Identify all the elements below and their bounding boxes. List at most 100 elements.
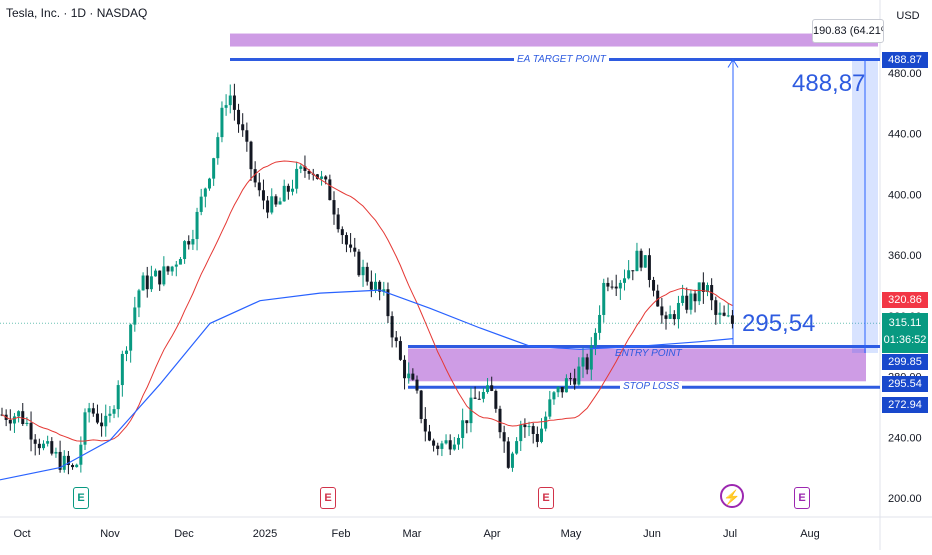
candle-body [315, 174, 319, 179]
candle-body [685, 295, 689, 310]
stop-line-label: STOP LOSS [620, 381, 683, 392]
candle-body [108, 413, 112, 416]
candle-body [390, 316, 394, 338]
candle-body [191, 239, 195, 245]
candle-body [332, 200, 336, 215]
entry-line-label: ENTRY POINT [615, 348, 682, 359]
earnings-event-apr[interactable]: E [538, 487, 554, 509]
candle-body [307, 170, 311, 174]
candle-body [465, 420, 469, 424]
y-tick-label: 360.00 [888, 250, 922, 262]
x-tick-label: Jul [723, 528, 737, 540]
candle-body [535, 433, 539, 442]
candle-body [125, 350, 128, 354]
x-tick-label: Jun [643, 528, 661, 540]
candle-body [577, 366, 581, 385]
candle-body [610, 286, 614, 288]
earnings-event-jan[interactable]: E [320, 487, 336, 509]
candle-body [203, 188, 207, 197]
candle-body [303, 166, 307, 171]
candle-body [100, 422, 104, 427]
candle-body [116, 385, 120, 410]
candle-body [232, 95, 236, 110]
candle-body [120, 353, 124, 386]
candle-body [166, 266, 170, 272]
candle-body [220, 107, 224, 138]
earnings-event-oct[interactable]: E [73, 487, 89, 509]
target-projection-arrowhead [727, 58, 739, 68]
y-tick-label: 400.00 [888, 189, 922, 201]
candle-body [726, 315, 730, 317]
candle-body [183, 241, 187, 260]
candle-body [249, 141, 253, 170]
candle-body [178, 259, 182, 265]
candle-body [374, 281, 377, 290]
candle-body [598, 314, 602, 333]
earnings-event-flash-icon[interactable]: ⚡ [720, 484, 744, 508]
x-tick-label: May [561, 528, 582, 540]
candle-body [145, 275, 149, 290]
candle-body [237, 109, 241, 125]
candle-body [50, 441, 54, 454]
candle-body [722, 312, 726, 316]
candle-body [216, 137, 220, 159]
candle-body [79, 444, 83, 465]
candle-body [706, 285, 709, 292]
candle-body [498, 408, 502, 433]
candle-body [133, 307, 137, 325]
candle-body [585, 357, 589, 370]
candle-body [66, 455, 70, 465]
ma-long-line [0, 289, 734, 481]
candle-body [403, 359, 407, 379]
candle-body [440, 443, 444, 449]
candle-body [452, 444, 456, 450]
candle-body [62, 455, 66, 470]
candle-body [564, 378, 568, 393]
candle-body [129, 324, 133, 351]
candle-body [270, 196, 274, 213]
entry-big-label: 295,54 [742, 310, 816, 337]
candle-body [21, 411, 25, 424]
x-tick-label: Dec [174, 528, 194, 540]
candle-body [427, 431, 431, 441]
candle-body [432, 440, 436, 446]
currency-label[interactable]: USD [896, 10, 920, 22]
candle-body [174, 264, 178, 267]
candle-body [29, 422, 33, 440]
entry-price-tag: 299.85 [882, 354, 928, 370]
candle-body [149, 276, 153, 290]
symbol-title[interactable]: Tesla, Inc. · 1D · NASDAQ [6, 6, 148, 20]
candle-body [581, 357, 585, 367]
y-tick-label: 240.00 [888, 432, 922, 444]
entry-zone-band [408, 348, 866, 382]
candle-body [320, 176, 324, 179]
candle-body [286, 185, 290, 192]
x-tick-label: 2025 [253, 528, 277, 540]
candle-body [556, 386, 560, 393]
bar-countdown: 01:36:52 [883, 334, 927, 346]
candle-body [423, 418, 427, 432]
candle-body [336, 214, 340, 230]
candle-body [158, 270, 162, 285]
candle-body [573, 378, 577, 385]
candle-body [623, 278, 626, 283]
candle-body [602, 282, 606, 315]
candle-body [170, 266, 174, 272]
candle-body [282, 185, 286, 202]
earnings-event-aug[interactable]: E [794, 487, 810, 509]
ma-price-tag: 320.86 [882, 292, 928, 308]
candle-body [361, 266, 365, 276]
candle-body [448, 440, 452, 450]
x-tick-label: Mar [403, 528, 422, 540]
target-zone-band [230, 33, 878, 47]
candle-body [104, 415, 108, 427]
candle-body [527, 426, 531, 428]
y-tick-label: 440.00 [888, 129, 922, 141]
candle-body [614, 286, 618, 289]
candle-body [477, 398, 481, 400]
x-tick-label: Nov [100, 528, 120, 540]
candle-body [664, 315, 668, 319]
candle-body [457, 437, 460, 445]
